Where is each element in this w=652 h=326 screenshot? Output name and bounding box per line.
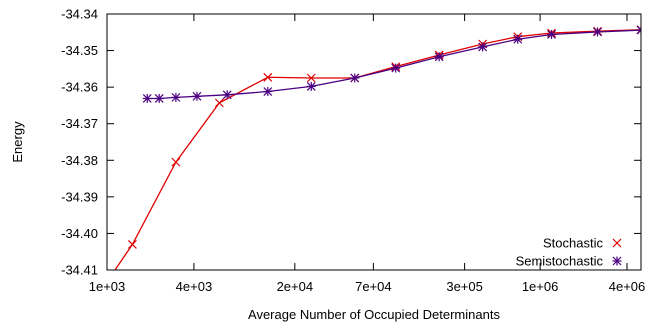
stochastic-data-point (263, 72, 273, 82)
y-tick-label: -34.41 (61, 263, 98, 278)
legend-label-semistochastic: Semistochastic (516, 254, 604, 269)
semistochastic-data-point (478, 42, 488, 52)
marker-stroke (171, 157, 181, 167)
x-tick-label: 2e+04 (277, 279, 314, 294)
marker-stroke (636, 29, 641, 35)
semistochastic-data-point (154, 93, 164, 103)
marker-stroke (263, 72, 273, 82)
semistochastic-data-point (434, 52, 444, 62)
x-tick-label: 7e+04 (355, 279, 392, 294)
stochastic-data-point (306, 73, 316, 83)
marker-stroke (214, 98, 224, 108)
y-axis-label: Energy (10, 121, 25, 163)
semistochastic-data-point (547, 29, 557, 39)
semistochastic-data-point (350, 73, 360, 83)
legend-marker-stochastic (612, 238, 622, 248)
semistochastic-data-point (142, 93, 152, 103)
semistochastic-data-point (306, 81, 316, 91)
plot-marks (114, 25, 641, 270)
axis-ticks: -34.34 -34.35 -34.36 -34.37 -34.38 -34.39 -34.… (61, 7, 645, 295)
marker-stroke (306, 73, 316, 83)
legend: Stochastic Semistochastic (516, 236, 622, 269)
semistochastic-data-point (391, 63, 401, 73)
y-tick-label: -34.39 (61, 189, 98, 204)
stochastic-data-point (214, 98, 224, 108)
y-tick-label: -34.36 (61, 80, 98, 95)
stochastic-data-point (171, 157, 181, 167)
x-tick-label: 3e+05 (446, 279, 483, 294)
stochastic-series-line (114, 29, 641, 270)
x-tick-label: 1e+03 (89, 279, 126, 294)
legend-label-stochastic: Stochastic (543, 236, 603, 251)
semistochastic-data-point (513, 34, 523, 44)
semistochastic-data-point (593, 27, 603, 37)
marker-stroke (612, 238, 622, 248)
x-tick-label: 4e+06 (609, 279, 646, 294)
semistochastic-data-point (222, 90, 232, 100)
plot-frame (106, 13, 642, 271)
semistochastic-data-point (171, 92, 181, 102)
y-tick-label: -34.38 (61, 153, 98, 168)
y-tick-label: -34.40 (61, 226, 98, 241)
marker-stroke (636, 25, 641, 31)
y-tick-label: -34.34 (61, 7, 98, 22)
x-axis-label: Average Number of Occupied Determinants (248, 307, 500, 322)
stochastic-data-point (127, 239, 137, 249)
x-tick-label: 1e+06 (522, 279, 559, 294)
semistochastic-data-point (263, 87, 273, 97)
marker-stroke (127, 239, 137, 249)
x-tick-label: 4e+03 (176, 279, 213, 294)
y-tick-label: -34.35 (61, 43, 98, 58)
semistochastic-data-point (192, 91, 202, 101)
legend-marker-semistochastic (612, 256, 622, 266)
semistochastic-data-point (636, 25, 641, 35)
y-tick-label: -34.37 (61, 116, 98, 131)
